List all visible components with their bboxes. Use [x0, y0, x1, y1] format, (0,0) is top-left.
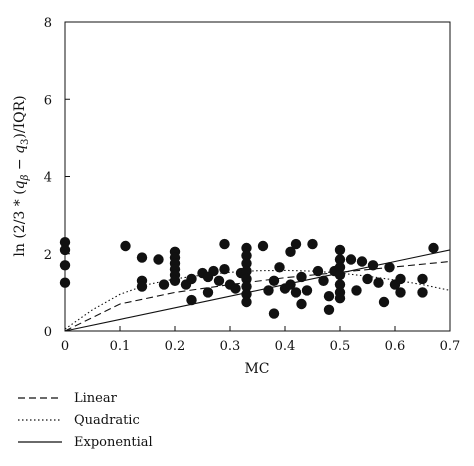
data-point: [202, 287, 214, 298]
data-point: [241, 296, 252, 308]
x-tick-label: 0.5: [330, 339, 351, 354]
data-point: [169, 275, 181, 286]
data-point: [153, 254, 164, 265]
data-point: [356, 256, 368, 267]
data-point: [417, 287, 428, 298]
data-point: [334, 244, 346, 256]
data-point: [59, 237, 71, 248]
data-point: [417, 273, 428, 285]
x-axis: 0 0.1 0.2 0.3 0.4 0.5 0.6 0.7: [61, 326, 460, 354]
legend-item-exponential: Exponential: [18, 431, 153, 453]
y-tick-label: 8: [44, 16, 52, 31]
data-point: [219, 238, 230, 250]
data-point: [351, 285, 362, 296]
data-point: [296, 271, 307, 283]
x-tick-label: 0.2: [165, 339, 186, 354]
data-point: [290, 287, 302, 298]
data-point: [241, 289, 252, 300]
data-point: [345, 254, 357, 265]
data-point: [334, 254, 346, 265]
x-tick-label: 0.1: [110, 339, 131, 354]
y-tick-label: 6: [44, 93, 52, 108]
x-tick-label: 0.6: [385, 339, 406, 354]
data-point: [241, 242, 252, 254]
data-point: [263, 285, 274, 296]
scatter-chart: 0 0.1 0.2 0.3 0.4 0.5 0.6 0.7 0 2 4 6 8 MC ln (2/3 …: [12, 16, 460, 377]
data-point: [136, 252, 148, 263]
y-tick-label: 2: [44, 248, 52, 263]
data-point: [334, 269, 346, 281]
data-point: [428, 242, 439, 254]
fit-curves: [64, 249, 451, 332]
x-tick-label: 0.4: [275, 339, 296, 354]
data-point: [219, 264, 230, 275]
data-point: [241, 258, 252, 269]
data-points: [59, 237, 439, 319]
curve-exponential: [64, 249, 451, 332]
data-point: [334, 279, 346, 290]
data-point: [158, 279, 170, 290]
dashed-line-icon: [18, 397, 62, 399]
data-point: [285, 246, 296, 257]
curve-quadratic: [64, 269, 451, 330]
data-point: [307, 238, 318, 250]
legend-label-quadratic: Quadratic: [74, 412, 140, 428]
data-point: [268, 308, 280, 319]
data-point: [285, 279, 296, 290]
data-point: [186, 273, 197, 285]
data-point: [395, 287, 406, 298]
y-axis-label: ln (2/3 * (qβ − q3)/IQR): [12, 95, 31, 256]
data-point: [59, 244, 71, 256]
data-point: [120, 240, 131, 252]
y-tick-label: 0: [44, 325, 52, 340]
data-point: [323, 291, 335, 302]
data-point: [230, 283, 241, 294]
x-tick-label: 0.3: [220, 339, 241, 354]
data-point: [241, 273, 252, 285]
data-point: [186, 294, 197, 306]
data-point: [334, 262, 346, 273]
data-point: [367, 260, 379, 271]
data-point: [362, 273, 373, 285]
data-point: [318, 275, 329, 286]
data-point: [274, 262, 285, 273]
x-tick-label: 0.7: [440, 339, 461, 354]
data-point: [268, 275, 280, 286]
legend-item-linear: Linear: [18, 387, 153, 409]
data-point: [241, 250, 252, 261]
data-point: [323, 304, 335, 315]
x-tick-label: 0: [61, 339, 69, 354]
data-point: [378, 296, 390, 308]
legend: Linear Quadratic Exponential: [18, 387, 153, 453]
data-point: [334, 293, 346, 304]
data-point: [312, 265, 324, 277]
data-point: [208, 265, 219, 277]
data-point: [213, 275, 225, 286]
data-point: [59, 260, 71, 271]
data-point: [59, 277, 71, 288]
data-point: [241, 281, 252, 292]
curve-linear: [64, 260, 451, 332]
dotted-line-icon: [18, 419, 62, 421]
data-point: [241, 265, 252, 277]
data-point: [384, 262, 395, 273]
data-point: [373, 277, 384, 288]
legend-item-quadratic: Quadratic: [18, 409, 153, 431]
data-point: [290, 238, 302, 250]
data-point: [257, 240, 269, 252]
data-point: [395, 273, 406, 285]
legend-label-exponential: Exponential: [74, 434, 153, 450]
y-tick-label: 4: [44, 171, 52, 186]
data-point: [136, 281, 148, 292]
x-axis-label: MC: [244, 361, 269, 377]
y-axis: 0 2 4 6 8: [44, 16, 70, 340]
data-point: [296, 298, 307, 310]
data-point: [301, 285, 313, 296]
solid-line-icon: [18, 441, 62, 443]
legend-label-linear: Linear: [74, 390, 117, 406]
